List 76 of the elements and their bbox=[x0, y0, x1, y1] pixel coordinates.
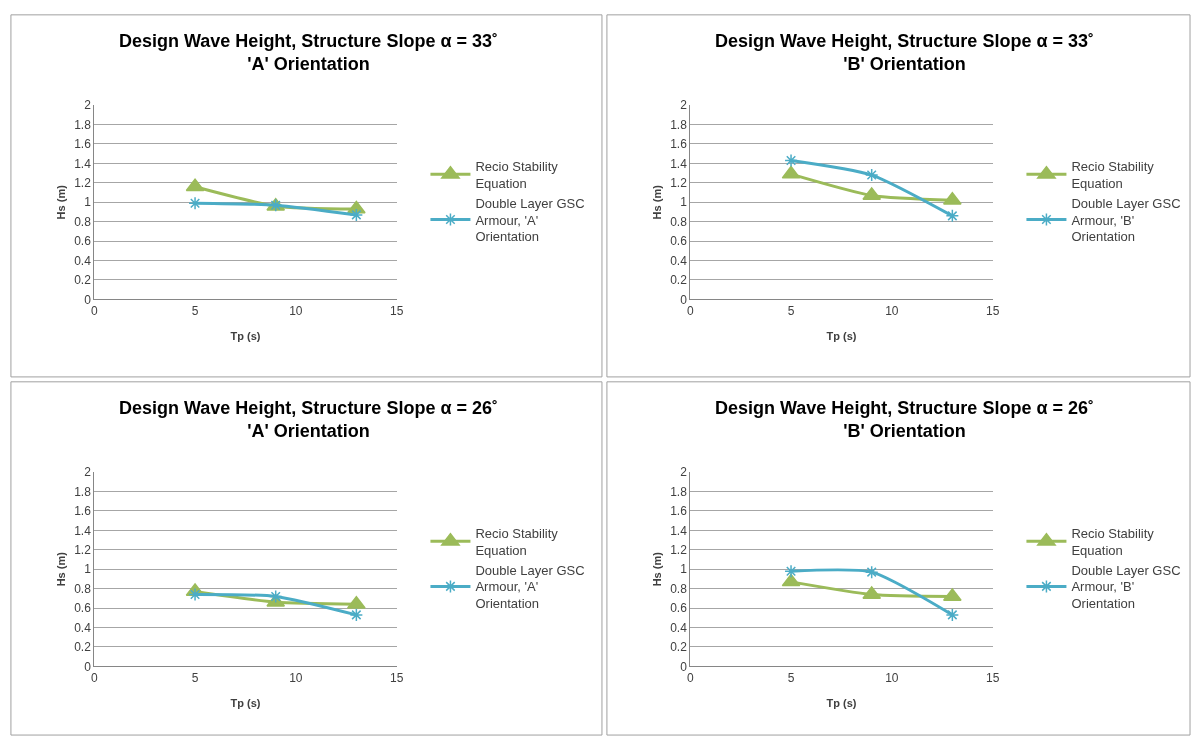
y-tick-label: 0.2 bbox=[670, 273, 688, 288]
y-axis-title: Hs (m) bbox=[650, 184, 663, 220]
y-tick-label: 0.6 bbox=[670, 234, 688, 249]
x-axis-title: Tp (s) bbox=[230, 696, 261, 709]
y-tick-label: 1.6 bbox=[74, 137, 92, 152]
x-tick-label: 10 bbox=[885, 303, 899, 318]
legend-label: Double Layer GSC Armour, 'B' Orientation bbox=[1071, 195, 1181, 245]
chart-title: Design Wave Height, Structure Slope α = 33˚ 'A' Orientation bbox=[119, 31, 498, 75]
y-tick-label: 1.2 bbox=[670, 543, 688, 557]
y-tick-label: 0.6 bbox=[74, 234, 92, 249]
y-tick-label: 1 bbox=[680, 562, 688, 577]
x-axis-title: Tp (s) bbox=[826, 330, 857, 342]
legend-label: Double Layer GSC Armour, 'B' Orientation bbox=[1071, 562, 1181, 612]
y-tick-label: 1.4 bbox=[74, 523, 92, 538]
y-axis-title: Hs (m) bbox=[54, 551, 67, 587]
y-tick-label: 2 bbox=[84, 465, 92, 480]
y-tick-label: 1.8 bbox=[670, 117, 688, 132]
x-tick-label: 10 bbox=[289, 303, 303, 318]
y-tick-label: 1.2 bbox=[670, 176, 688, 191]
y-tick-label: 1.6 bbox=[74, 504, 92, 519]
x-tick-label: 15 bbox=[986, 670, 1000, 685]
y-axis-title: Hs (m) bbox=[54, 184, 67, 220]
y-tick-label: 0.2 bbox=[670, 640, 688, 655]
legend-label: Recio Stability Equation bbox=[475, 158, 559, 191]
y-tick-label: 0 bbox=[680, 292, 688, 307]
y-tick-label: 2 bbox=[680, 98, 688, 113]
y-tick-label: 1 bbox=[84, 562, 92, 577]
y-tick-label: 1.6 bbox=[670, 137, 688, 152]
y-tick-label: 1.8 bbox=[74, 117, 92, 132]
y-tick-label: 1.2 bbox=[74, 176, 92, 191]
legend-label: Recio Stability Equation bbox=[475, 525, 559, 558]
x-tick-label: 5 bbox=[191, 670, 199, 685]
y-tick-label: 1.8 bbox=[74, 484, 92, 499]
legend-label: Double Layer GSC Armour, 'A' Orientation bbox=[475, 562, 585, 612]
x-tick-label: 5 bbox=[787, 670, 795, 685]
y-tick-label: 1.4 bbox=[670, 156, 688, 171]
y-tick-label: 1 bbox=[84, 195, 92, 210]
x-tick-label: 10 bbox=[289, 670, 303, 685]
chart-title: Design Wave Height, Structure Slope α = 26˚ 'B' Orientation bbox=[715, 398, 1094, 442]
y-tick-label: 0.4 bbox=[670, 620, 688, 635]
y-tick-label: 2 bbox=[680, 465, 688, 480]
y-tick-label: 0 bbox=[680, 659, 688, 674]
x-axis-title: Tp (s) bbox=[826, 696, 857, 709]
y-tick-label: 0.4 bbox=[74, 620, 92, 635]
x-tick-label: 5 bbox=[787, 303, 795, 318]
y-tick-label: 0 bbox=[84, 292, 92, 307]
y-tick-label: 1.4 bbox=[74, 156, 92, 171]
legend-label: Recio Stability Equation bbox=[1071, 158, 1155, 191]
y-tick-label: 0.2 bbox=[74, 640, 92, 655]
y-tick-label: 1 bbox=[680, 195, 688, 210]
legend-label: Recio Stability Equation bbox=[1071, 525, 1155, 558]
y-tick-label: 1.8 bbox=[670, 484, 688, 499]
y-tick-label: 0.8 bbox=[74, 214, 92, 229]
y-tick-label: 0.2 bbox=[74, 273, 92, 288]
x-axis-title: Tp (s) bbox=[230, 330, 261, 342]
y-tick-label: 1.4 bbox=[670, 523, 688, 538]
y-tick-label: 0.6 bbox=[670, 601, 688, 616]
y-tick-label: 0.6 bbox=[74, 601, 92, 616]
y-tick-label: 1.6 bbox=[670, 504, 688, 519]
y-tick-label: 0.8 bbox=[74, 581, 92, 596]
y-tick-label: 0.8 bbox=[670, 581, 688, 596]
x-tick-label: 5 bbox=[191, 303, 199, 318]
y-tick-label: 0.8 bbox=[670, 214, 688, 229]
y-tick-label: 0.4 bbox=[74, 253, 92, 268]
y-tick-label: 0 bbox=[84, 659, 92, 674]
chart-title: Design Wave Height, Structure Slope α = 26˚ 'A' Orientation bbox=[119, 398, 498, 442]
legend-label: Double Layer GSC Armour, 'A' Orientation bbox=[475, 195, 585, 245]
y-tick-label: 2 bbox=[84, 98, 92, 113]
chart-title: Design Wave Height, Structure Slope α = 33˚ 'B' Orientation bbox=[715, 31, 1094, 75]
x-tick-label: 10 bbox=[885, 670, 899, 685]
y-tick-label: 1.2 bbox=[74, 543, 92, 557]
x-tick-label: 15 bbox=[390, 303, 404, 318]
y-axis-title: Hs (m) bbox=[650, 551, 663, 587]
y-tick-label: 0.4 bbox=[670, 253, 688, 268]
x-tick-label: 15 bbox=[986, 303, 1000, 318]
x-tick-label: 15 bbox=[390, 670, 404, 685]
